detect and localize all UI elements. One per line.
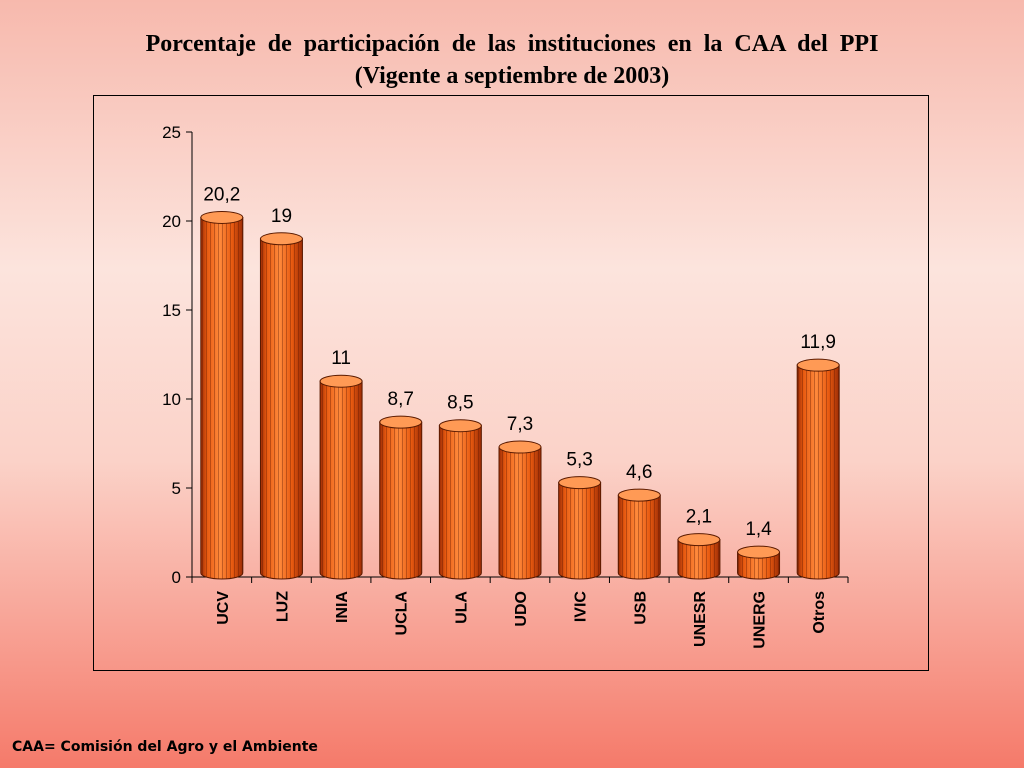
bar-texture (797, 365, 840, 579)
bar-top (677, 533, 721, 547)
bar-top (438, 419, 482, 433)
data-label-luz: 19 (271, 206, 292, 227)
data-label-otros: 11,9 (800, 332, 836, 353)
chart-frame: 0 5 10 15 20 25 20,2 UCV 19 LUZ 11 INIA 8,7 UCLA 8,5 UL… (93, 95, 929, 671)
x-tick-label-ucv: UCV (215, 591, 232, 625)
x-tick-label-otros: Otros (811, 591, 828, 634)
bar-top (200, 210, 244, 224)
bar-top (558, 476, 602, 490)
bar-ucla (379, 415, 423, 580)
bar-top (379, 415, 423, 429)
bar-texture (260, 238, 303, 580)
chart-title: Porcentaje de participación de las insti… (0, 28, 1024, 92)
bar-usb (617, 488, 661, 580)
x-tick-label-unesr: UNESR (692, 591, 709, 647)
footnote: CAA= Comisión del Agro y el Ambiente (12, 739, 318, 755)
y-tick-label: 15 (162, 301, 181, 320)
bar-texture (379, 422, 422, 579)
y-tick-label: 20 (162, 212, 181, 231)
bar-top (498, 440, 542, 454)
bar-texture (499, 447, 541, 579)
bar-luz (259, 232, 303, 580)
x-tick-label-usb: USB (632, 591, 649, 625)
bar-texture (677, 539, 720, 579)
bar-top (617, 488, 661, 502)
x-tick-label-ivic: IVIC (573, 591, 590, 623)
y-tick-label: 25 (162, 123, 181, 142)
x-tick-label-inia: INIA (334, 591, 351, 623)
bar-chart: 0 5 10 15 20 25 20,2 UCV 19 LUZ 11 INIA 8,7 UCLA 8,5 UL… (162, 123, 849, 649)
x-tick-label-ucla: UCLA (394, 591, 411, 636)
y-tick-label: 10 (162, 390, 181, 409)
data-label-ucla: 8,7 (388, 389, 414, 410)
bar-unerg (737, 545, 781, 580)
y-tick-label: 0 (172, 568, 181, 587)
bar-top (796, 358, 840, 372)
y-tick-label: 5 (172, 479, 181, 498)
bar-top (259, 232, 303, 246)
data-label-unerg: 1,4 (745, 519, 772, 540)
bar-ucv (200, 210, 244, 580)
bar-udo (498, 440, 542, 580)
bar-texture (439, 425, 482, 579)
data-label-unesr: 2,1 (686, 507, 712, 528)
x-tick-label-luz: LUZ (274, 591, 291, 622)
bar-top (319, 374, 363, 388)
data-label-udo: 7,3 (507, 414, 533, 435)
bar-texture (320, 381, 363, 579)
x-tick-label-udo: UDO (513, 591, 530, 627)
data-label-ula: 8,5 (447, 393, 473, 414)
bar-texture (737, 552, 780, 579)
title-line-2: (Vigente a septiembre de 2003) (354, 63, 670, 89)
bar-inia (319, 374, 363, 580)
x-tick-label-unerg: UNERG (752, 591, 769, 649)
data-label-inia: 11 (331, 348, 351, 369)
data-label-ucv: 20,2 (203, 184, 240, 205)
bar-texture (558, 482, 601, 579)
bar-top (737, 545, 781, 559)
bar-ivic (558, 476, 602, 580)
bar-unesr (677, 533, 721, 580)
x-tick-label-ula: ULA (453, 591, 470, 624)
bar-otros (796, 358, 840, 580)
bar-texture (200, 217, 243, 579)
data-label-ivic: 5,3 (566, 450, 592, 471)
title-line-1: Porcentaje de participación de las insti… (145, 31, 879, 57)
bar-texture (618, 495, 661, 579)
bar-ula (438, 419, 482, 580)
data-label-usb: 4,6 (626, 462, 652, 483)
